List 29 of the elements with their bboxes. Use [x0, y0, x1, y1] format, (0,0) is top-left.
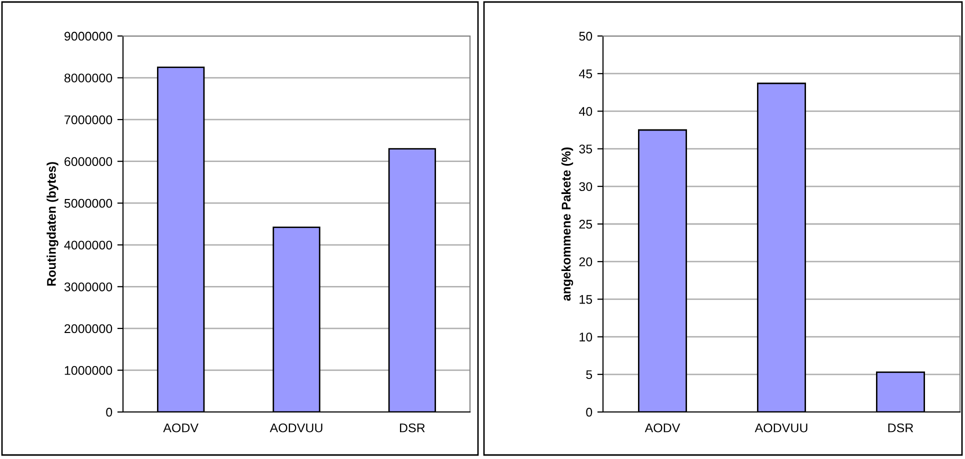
y-tick-label: 1000000 [64, 366, 112, 375]
y-tick-label: 5 [586, 370, 592, 380]
y-axis-title: Routingdaten (bytes) [46, 162, 58, 286]
y-tick-label: 30 [579, 182, 592, 192]
y-tick-label: 50 [579, 32, 592, 41]
x-tick-label: AODVUU [270, 423, 322, 432]
y-tick-label: 8000000 [64, 74, 112, 82]
y-tick-label: 2000000 [64, 324, 112, 334]
y-axis-title: angekommene Pakete (%) [561, 148, 574, 301]
y-tick-label: 45 [578, 70, 592, 78]
y-tick-label: 6000000 [64, 157, 112, 166]
y-tick-label: 35 [579, 144, 592, 154]
y-tick-label: 7000000 [64, 115, 112, 124]
y-tick-label: 25 [579, 220, 592, 229]
y-tick-label: 4000000 [64, 240, 112, 250]
x-tick-label: AODV [644, 423, 680, 432]
x-tick-label: AODV [163, 423, 198, 432]
x-tick-label: DSR [400, 423, 425, 432]
y-tick-label: 10 [580, 332, 592, 342]
y-tick-label: 9000000 [64, 32, 112, 41]
y-tick-label: 20 [579, 257, 592, 266]
y-tick-label: 3000000 [64, 282, 112, 292]
x-tick-label: AODVUU [754, 423, 808, 432]
y-tick-label: 5000000 [64, 198, 112, 208]
y-tick-label: 0 [586, 408, 592, 417]
y-tick-label: 0 [106, 408, 112, 417]
y-tick-label: 15 [580, 295, 592, 304]
x-tick-label: DSR [888, 423, 914, 432]
y-tick-label: 40 [578, 107, 592, 116]
